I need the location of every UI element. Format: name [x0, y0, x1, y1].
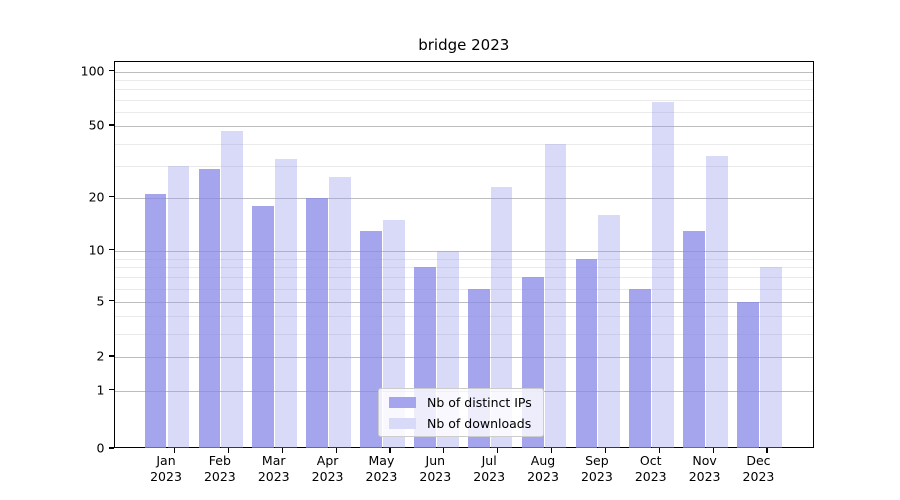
y-tick-mark-10: [108, 248, 114, 251]
x-tick-label-dec: Dec 2023: [742, 453, 775, 484]
x-tick-mark-jul: [497, 448, 499, 453]
major-gridline-20: [114, 197, 813, 199]
x-tick-label-mar: Mar 2023: [257, 453, 290, 484]
minor-gridline-6: [114, 288, 813, 290]
x-tick-label-apr: Apr 2023: [311, 453, 344, 484]
x-tick-mark-jun: [443, 448, 445, 453]
major-gridline-5: [114, 301, 813, 303]
bar-feb-distinct-ips: [198, 168, 221, 448]
bar-dec-distinct-ips: [737, 301, 759, 448]
y-tick-mark-2: [108, 355, 114, 357]
legend: Nb of distinct IPs Nb of downloads: [378, 388, 544, 437]
bar-aug-downloads: [544, 143, 567, 448]
major-gridline-10: [114, 250, 813, 252]
y-tick-mark-5: [108, 299, 114, 302]
x-tick-label-nov: Nov 2023: [688, 453, 721, 484]
y-tick-mark-100: [108, 69, 114, 72]
bar-nov-downloads: [706, 156, 728, 448]
x-tick-label-may: May 2023: [365, 453, 398, 484]
bar-nov-distinct-ips: [683, 230, 706, 448]
x-tick-mark-feb: [227, 448, 230, 453]
y-tick-label-5: 5: [96, 293, 105, 308]
minor-gridline-80: [114, 89, 813, 91]
major-gridline-100: [114, 71, 813, 73]
y-tick-label-1: 1: [96, 382, 105, 397]
minor-gridline-3: [114, 333, 813, 335]
minor-gridline-8: [114, 267, 813, 269]
y-tick-label-20: 20: [88, 189, 105, 204]
x-tick-mark-oct: [658, 448, 660, 453]
x-tick-label-oct: Oct 2023: [634, 453, 667, 484]
x-tick-mark-mar: [281, 448, 283, 453]
legend-row-distinct-ips: Nb of distinct IPs: [389, 395, 533, 410]
x-tick-mark-may: [389, 448, 391, 453]
bar-apr-downloads: [329, 177, 351, 448]
x-tick-label-jul: Jul 2023: [473, 453, 506, 484]
bar-may-distinct-ips: [360, 230, 382, 448]
bar-sep-distinct-ips: [575, 258, 598, 448]
y-tick-mark-0: [108, 447, 114, 449]
y-tick-label-0: 0: [96, 440, 105, 456]
bar-dec-downloads: [759, 267, 782, 448]
bar-jan-downloads: [167, 166, 190, 448]
x-tick-mark-sep: [604, 448, 607, 453]
plot-area: [113, 60, 814, 448]
major-gridline-2: [114, 357, 813, 358]
x-tick-label-feb: Feb 2023: [203, 453, 236, 484]
x-tick-mark-nov: [712, 448, 714, 453]
y-tick-label-100: 100: [80, 63, 105, 78]
bar-oct-downloads: [652, 101, 675, 448]
x-tick-label-jun: Jun 2023: [419, 453, 452, 484]
legend-swatch-downloads: [389, 417, 416, 429]
x-tick-label-aug: Aug 2023: [527, 453, 559, 484]
y-tick-label-50: 50: [88, 117, 105, 133]
legend-label-downloads: Nb of downloads: [427, 415, 532, 431]
legend-swatch-distinct-ips: [389, 396, 416, 408]
legend-row-downloads: Nb of downloads: [389, 416, 533, 431]
bar-sep-downloads: [598, 214, 621, 448]
minor-gridline-60: [114, 111, 813, 113]
minor-gridline-7: [114, 277, 813, 279]
bar-oct-distinct-ips: [629, 288, 652, 448]
x-tick-mark-aug: [551, 448, 553, 453]
minor-gridline-70: [114, 99, 813, 101]
bar-jan-distinct-ips: [144, 193, 167, 448]
legend-label-distinct-ips: Nb of distinct IPs: [427, 394, 532, 410]
minor-gridline-4: [114, 316, 813, 318]
minor-gridline-40: [114, 143, 813, 145]
x-tick-label-sep: Sep 2023: [580, 453, 613, 484]
bar-apr-distinct-ips: [306, 197, 329, 448]
chart-title: bridge 2023: [418, 36, 510, 54]
y-tick-label-10: 10: [88, 242, 105, 257]
major-gridline-50: [114, 126, 813, 127]
bar-mar-downloads: [275, 158, 298, 448]
x-tick-mark-apr: [335, 448, 337, 453]
y-tick-mark-1: [108, 388, 114, 391]
x-tick-mark-dec: [766, 448, 768, 453]
x-tick-label-jan: Jan 2023: [150, 453, 182, 484]
minor-gridline-30: [114, 166, 813, 168]
y-tick-label-2: 2: [96, 348, 105, 364]
y-tick-mark-50: [108, 124, 114, 126]
bar-mar-distinct-ips: [252, 205, 275, 448]
x-tick-mark-jan: [174, 448, 176, 453]
bar-jul-downloads: [490, 186, 513, 448]
y-tick-mark-20: [108, 195, 114, 198]
minor-gridline-9: [114, 258, 813, 260]
bar-feb-downloads: [221, 130, 244, 448]
minor-gridline-90: [114, 79, 813, 81]
